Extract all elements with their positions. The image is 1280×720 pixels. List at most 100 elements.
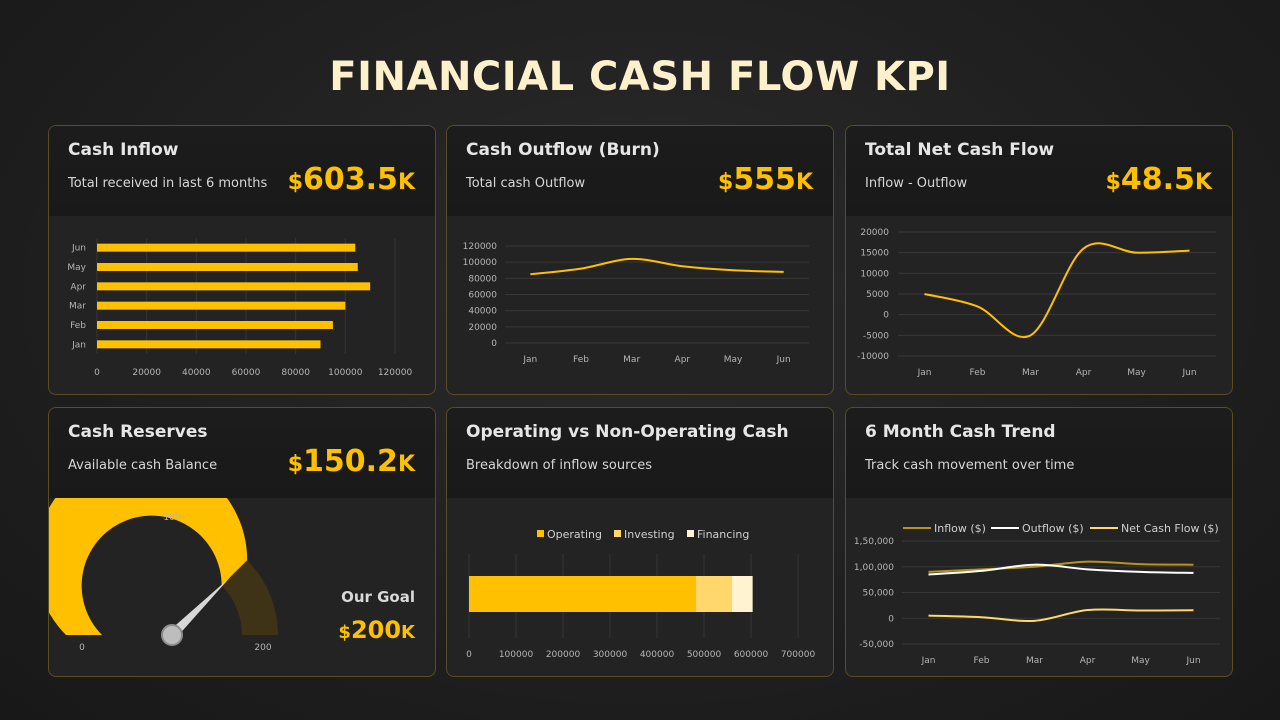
cash-reserves-card: Cash Reserves Available cash Balance $15… [48,407,436,677]
y-tick-label: 100000 [463,258,498,268]
y-tick-label: 80000 [468,274,497,284]
x-tick-label: 0 [94,368,100,378]
kpi-number: 48.5 [1120,162,1195,197]
x-tick-label: 60000 [232,368,261,378]
stacked-segment [731,576,753,612]
y-tick-label: May [67,263,86,273]
x-tick-label: Jun [1185,656,1200,666]
card-title: Cash Inflow [68,140,179,160]
x-tick-label: Apr [1080,656,1096,666]
card-subtitle: Available cash Balance [68,458,218,473]
series-line [928,563,1194,576]
y-tick-label: 0 [888,614,894,624]
kpi-value: $555K [718,162,813,197]
operating-stacked-bar-chart: 0 100000 200000 300000 400000 500000 600000 700… [466,528,816,660]
y-tick-label: -50,000 [859,640,894,650]
kpi-currency: $ [287,170,304,195]
outflow-line-chart: 0 20000 40000 60000 80000 100000 120000 Jan Feb M… [463,242,809,365]
y-tick-label: 1,50,000 [854,537,894,547]
card-title: 6 Month Cash Trend [865,422,1056,442]
y-tick-label: 1,00,000 [854,563,894,573]
y-tick-label: 50,000 [863,589,895,599]
y-tick-label: 10000 [860,269,889,279]
kpi-value: $150.2K [288,444,415,479]
legend-label: Financing [697,528,749,541]
x-tick-label: 500000 [687,650,722,660]
kpi-number: 555 [733,162,796,197]
x-tick-label: Jan [917,368,932,378]
bar [97,321,333,329]
y-tick-label: 120000 [463,242,498,252]
card-subtitle: Breakdown of inflow sources [466,458,653,473]
series-line [928,560,1194,573]
card-subtitle: Total cash Outflow [466,176,586,191]
legend-label: Outflow ($) [1022,522,1084,535]
x-tick-label: Mar [1026,656,1043,666]
x-tick-label: Jun [1181,368,1196,378]
x-tick-label: Feb [970,368,986,378]
gauge-min-label: 0 [79,643,85,653]
gauge-hub [161,624,183,646]
card-title: Total Net Cash Flow [865,140,1055,160]
goal-label: Our Goal [341,588,415,606]
x-tick-label: 700000 [781,650,816,660]
kpi-number: 603.5 [303,162,398,197]
net-line-chart: -10000 -5000 0 5000 10000 15000 20000 Jan Feb Mar… [857,228,1216,378]
bar [97,340,321,349]
gauge-remaining-arc [221,560,278,635]
card-subtitle: Inflow - Outflow [865,176,968,191]
stacked-segment [696,576,732,612]
card-title: Cash Reserves [68,422,208,442]
card-header: Cash Outflow (Burn) Total cash Outflow $… [447,126,833,216]
kpi-value: $48.5K [1106,162,1212,197]
x-tick-label: 40000 [182,368,211,378]
page-title: FINANCIAL CASH FLOW KPI [329,54,951,100]
x-tick-label: Apr [675,355,691,365]
gauge-max-label: 200 [254,643,271,653]
bar [97,263,358,271]
kpi-unit: K [795,170,813,195]
card-title: Operating vs Non-Operating Cash [466,422,789,442]
x-tick-label: May [1131,656,1150,666]
kpi-currency: $ [1105,170,1121,195]
legend-swatch [614,530,621,537]
x-tick-label: Jan [921,656,936,666]
x-tick-label: 300000 [593,650,628,660]
x-tick-label: 120000 [378,368,413,378]
kpi-unit: K [397,452,415,477]
legend-label: Investing [624,528,675,541]
x-tick-label: May [724,355,743,365]
net-cash-flow-card: Total Net Cash Flow Inflow - Outflow $48… [845,125,1233,395]
x-tick-label: 200000 [546,650,581,660]
gauge-needle [168,577,231,639]
legend-label: Operating [547,528,602,541]
x-tick-label: Jan [522,355,537,365]
kpi-value: $603.5K [288,162,415,197]
x-tick-label: 80000 [281,368,310,378]
series-line [924,242,1190,339]
stacked-segment [469,576,697,612]
operating-card: Operating vs Non-Operating Cash Breakdow… [446,407,834,677]
legend-swatch [687,530,694,537]
y-tick-label: 40000 [468,307,497,317]
x-tick-label: May [1127,368,1146,378]
kpi-unit: K [397,170,415,195]
card-subtitle: Track cash movement over time [865,458,1075,473]
y-tick-label: 0 [491,339,497,349]
y-tick-label: 5000 [866,290,889,300]
x-tick-label: 400000 [640,650,675,660]
y-tick-label: 20000 [860,228,889,238]
y-tick-label: Apr [70,282,86,292]
x-tick-label: Jun [776,355,791,365]
y-tick-label: 20000 [468,323,497,333]
series-line [928,608,1194,623]
card-title: Cash Outflow (Burn) [466,140,660,160]
y-tick-label: 60000 [468,291,497,301]
x-tick-label: Mar [1022,368,1039,378]
x-tick-label: 100000 [499,650,534,660]
x-tick-label: 100000 [328,368,363,378]
kpi-currency: $ [718,170,734,195]
inflow-bar-chart: 0 20000 40000 60000 80000 100000 120000 Jan Feb M… [67,238,413,378]
legend-swatch [537,530,544,537]
card-header: Cash Reserves Available cash Balance $15… [49,408,435,498]
